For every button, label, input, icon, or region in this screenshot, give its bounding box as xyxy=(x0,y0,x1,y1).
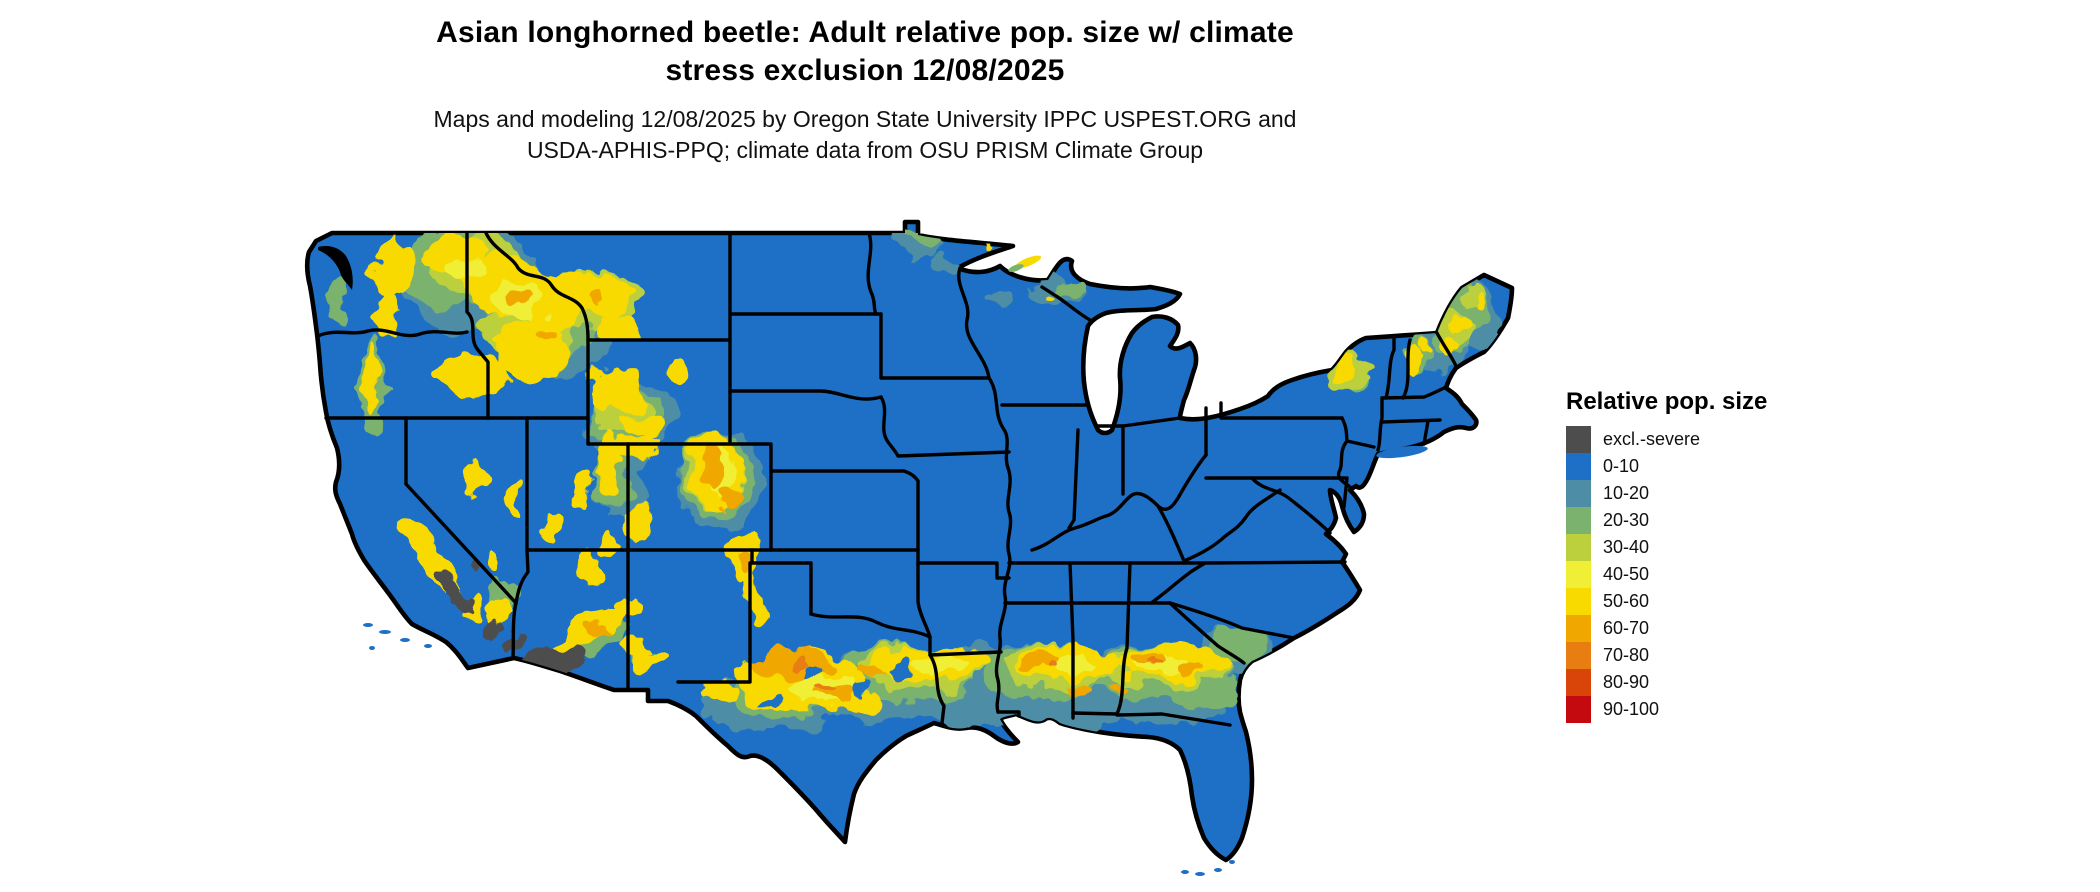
legend-label: 80-90 xyxy=(1603,672,1650,692)
legend-item-80-90: 80-90 xyxy=(1566,669,1767,696)
legend-swatch xyxy=(1566,480,1591,507)
legend-swatch xyxy=(1566,507,1591,534)
legend-label: 60-70 xyxy=(1603,618,1650,638)
legend-item-90-100: 90-100 xyxy=(1566,696,1767,723)
puget-sound xyxy=(318,246,353,290)
legend-swatch xyxy=(1566,588,1591,615)
islands-and-water xyxy=(318,238,1428,876)
legend-item-30-40: 30-40 xyxy=(1566,534,1767,561)
legend-label: 70-80 xyxy=(1603,645,1650,665)
legend-swatch xyxy=(1566,696,1591,723)
map-header: Asian longhorned beetle: Adult relative … xyxy=(0,14,1730,166)
offshore-islands xyxy=(327,238,1428,876)
legend-swatch xyxy=(1566,426,1591,453)
legend-label: 30-40 xyxy=(1603,537,1650,557)
legend: Relative pop. size excl.-severe 0-10 10-… xyxy=(1566,388,1767,723)
legend-label: 50-60 xyxy=(1603,591,1650,611)
title-line-2: stress exclusion 12/08/2025 xyxy=(665,54,1065,87)
legend-label: 10-20 xyxy=(1603,483,1650,503)
subtitle-line-1: Maps and modeling 12/08/2025 by Oregon S… xyxy=(433,106,1297,132)
legend-item-40-50: 40-50 xyxy=(1566,561,1767,588)
legend-item-20-30: 20-30 xyxy=(1566,507,1767,534)
state-borders xyxy=(316,231,1459,727)
legend-item-60-70: 60-70 xyxy=(1566,615,1767,642)
legend-swatch xyxy=(1566,561,1591,588)
legend-label: 20-30 xyxy=(1603,510,1650,530)
legend-item-0-10: 0-10 xyxy=(1566,453,1767,480)
legend-swatch xyxy=(1566,453,1591,480)
legend-title: Relative pop. size xyxy=(1566,388,1768,415)
legend-label: 0-10 xyxy=(1603,456,1640,476)
legend-item-excl-severe: excl.-severe xyxy=(1566,426,1767,453)
legend-swatch xyxy=(1566,669,1591,696)
legend-item-50-60: 50-60 xyxy=(1566,588,1767,615)
legend-swatch xyxy=(1566,615,1591,642)
legend-label: 40-50 xyxy=(1603,564,1650,584)
legend-label: 90-100 xyxy=(1603,699,1660,719)
title-line-1: Asian longhorned beetle: Adult relative … xyxy=(436,16,1294,49)
legend-item-10-20: 10-20 xyxy=(1566,480,1767,507)
legend-item-70-80: 70-80 xyxy=(1566,642,1767,669)
legend-label: excl.-severe xyxy=(1603,429,1701,449)
page-title: Asian longhorned beetle: Adult relative … xyxy=(0,14,1730,90)
subtitle-line-2: USDA-APHIS-PPQ; climate data from OSU PR… xyxy=(526,137,1204,163)
map-attribution: Maps and modeling 12/08/2025 by Oregon S… xyxy=(0,104,1730,166)
legend-swatch xyxy=(1566,534,1591,561)
long-island xyxy=(1376,445,1428,459)
legend-swatch xyxy=(1566,642,1591,669)
